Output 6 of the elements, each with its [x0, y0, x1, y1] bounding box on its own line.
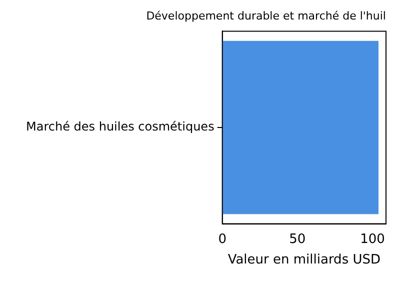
x-axis-title: Valeur en milliards USD [228, 252, 381, 268]
chart-title: Développement durable et marché de l'huil [146, 9, 386, 22]
x-tick-label: 50 [289, 232, 306, 247]
x-tick-label: 100 [360, 232, 385, 247]
y-tick-label: Marché des huiles cosmétiques [26, 120, 214, 134]
x-tick-label: 0 [218, 232, 226, 247]
